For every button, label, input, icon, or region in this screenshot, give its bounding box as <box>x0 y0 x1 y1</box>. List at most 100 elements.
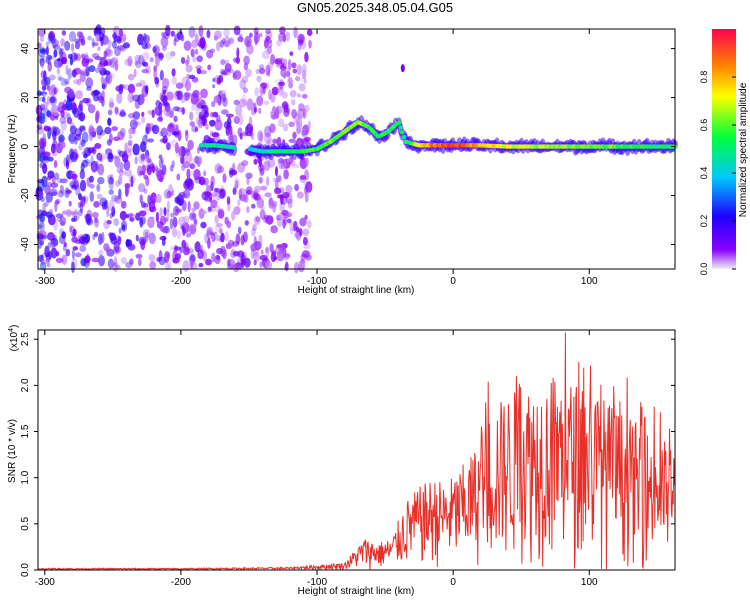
noise-blob <box>214 30 222 39</box>
noise-blob <box>129 217 135 222</box>
noise-blob <box>50 247 58 259</box>
noise-blob <box>259 32 263 38</box>
noise-blob <box>151 125 157 132</box>
noise-blob <box>156 221 164 229</box>
noise-blob <box>155 193 162 204</box>
noise-blob <box>68 200 72 207</box>
colorbar-tick-label: 0.8 <box>699 71 709 84</box>
noise-blob <box>69 122 75 129</box>
noise-blob <box>179 246 184 254</box>
noise-blob <box>109 232 117 241</box>
noise-blob <box>85 213 92 224</box>
noise-blob <box>246 186 253 196</box>
noise-blob <box>166 208 170 221</box>
noise-blob <box>155 55 160 67</box>
noise-blob <box>292 68 298 74</box>
noise-blob <box>134 156 138 165</box>
noise-blob <box>118 111 127 118</box>
noise-blob <box>78 143 83 151</box>
noise-blob <box>69 57 74 66</box>
noise-blob <box>163 207 167 216</box>
noise-blob <box>160 157 164 165</box>
noise-blob <box>220 59 226 66</box>
noise-blob <box>117 149 122 155</box>
noise-blob <box>199 69 207 75</box>
noise-blob <box>100 153 108 160</box>
noise-blob <box>41 175 48 188</box>
noise-blob <box>137 258 142 267</box>
snr-series-line <box>37 332 676 571</box>
noise-blob <box>97 64 104 71</box>
noise-blob <box>140 201 146 209</box>
noise-blob <box>233 116 240 124</box>
noise-blob <box>258 64 265 70</box>
noise-blob <box>217 165 225 174</box>
noise-blob <box>93 231 99 238</box>
noise-blob <box>64 78 70 85</box>
noise-blob <box>39 240 44 246</box>
noise-blob <box>76 78 82 86</box>
noise-blob <box>171 189 175 196</box>
noise-blob <box>267 46 272 55</box>
noise-blob <box>245 172 253 179</box>
noise-blob <box>72 246 79 251</box>
noise-blob <box>47 214 56 226</box>
noise-blob <box>162 89 167 95</box>
noise-blob <box>261 50 270 60</box>
noise-blob <box>115 180 121 187</box>
noise-blob <box>278 118 285 128</box>
noise-blob <box>270 53 276 65</box>
noise-blob <box>165 51 174 60</box>
noise-blob <box>216 223 223 228</box>
noise-blob <box>84 52 89 59</box>
noise-blob <box>43 101 49 109</box>
noise-blob <box>288 138 296 143</box>
noise-blob <box>238 114 244 126</box>
noise-blob <box>56 217 63 222</box>
noise-blob <box>296 93 302 98</box>
noise-blob <box>91 257 100 263</box>
noise-blob <box>185 79 192 92</box>
noise-blob <box>245 131 253 137</box>
noise-blob <box>39 36 45 43</box>
noise-blob <box>282 219 286 229</box>
noise-blob <box>229 169 238 176</box>
noise-blob <box>132 143 140 156</box>
noise-blob <box>141 85 149 98</box>
noise-blob <box>223 121 230 129</box>
noise-blob <box>81 53 86 60</box>
noise-blob <box>288 121 295 128</box>
noise-blob <box>283 58 288 67</box>
noise-blob <box>146 165 152 176</box>
noise-blob <box>73 53 78 61</box>
noise-blob <box>212 111 219 118</box>
noise-blob <box>189 212 197 221</box>
noise-blob <box>189 224 197 235</box>
noise-blob <box>197 118 203 129</box>
noise-blob <box>148 232 156 244</box>
noise-blob <box>170 245 174 251</box>
noise-blob <box>253 158 258 165</box>
noise-blob <box>68 89 75 99</box>
noise-blob <box>144 126 149 139</box>
noise-blob <box>162 135 168 144</box>
snr-x-label: Height of straight line (km) <box>298 586 415 597</box>
noise-blob <box>114 35 122 43</box>
noise-blob <box>159 70 164 81</box>
noise-blob <box>45 192 53 203</box>
signal-point <box>396 120 402 126</box>
noise-blob <box>278 32 286 42</box>
noise-blob <box>82 196 86 202</box>
noise-blob <box>70 151 78 163</box>
noise-blob <box>233 206 241 215</box>
noise-blob <box>37 233 44 240</box>
noise-blob <box>105 148 113 156</box>
noise-blob <box>254 87 259 97</box>
noise-blob <box>47 127 51 140</box>
noise-blob <box>80 162 85 172</box>
noise-blob <box>44 245 50 258</box>
noise-blob <box>163 104 171 117</box>
noise-blob <box>116 92 123 104</box>
noise-blob <box>49 243 55 249</box>
noise-blob <box>173 115 178 123</box>
